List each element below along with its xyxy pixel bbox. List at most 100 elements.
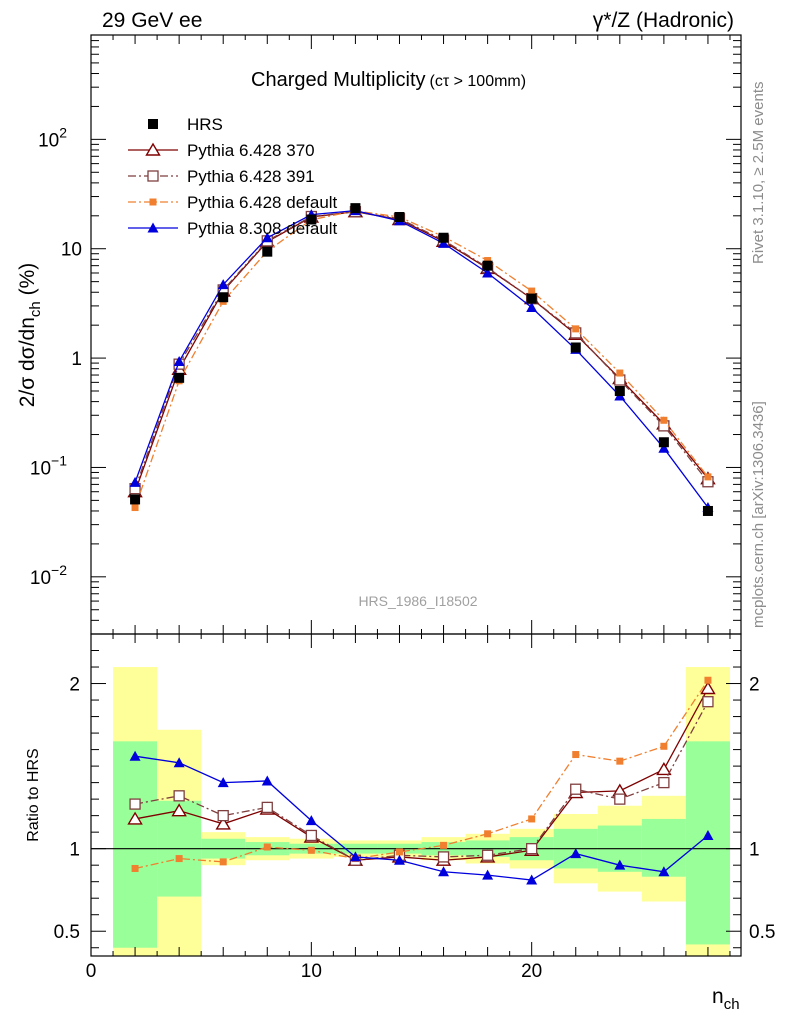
main-panel: 10−2 10−1 1 10 102 Charged Multiplicity (cτ > … xyxy=(16,34,742,635)
y-tick-label: 102 xyxy=(38,124,67,151)
ratio-series-pythia-6-428-default xyxy=(131,676,712,872)
stat-uncertainty-band xyxy=(685,741,730,945)
data-point xyxy=(171,803,187,817)
data-point xyxy=(484,257,492,265)
data-point xyxy=(395,848,403,856)
data-point xyxy=(261,775,273,786)
data-point xyxy=(261,232,273,243)
series-pythia-6-428-391 xyxy=(129,206,714,495)
series-line xyxy=(134,688,709,861)
header-process-label: γ*/Z (Hadronic) xyxy=(593,9,734,32)
ratio-frame xyxy=(90,633,742,957)
y-axis-label: 2/σ dσ/dnch (%) xyxy=(16,263,44,408)
stat-uncertainty-band xyxy=(113,741,158,948)
data-point xyxy=(127,811,143,825)
legend-marker xyxy=(149,198,157,206)
side-text-mcplots: mcplots.cern.ch [arXiv:1306.3436] xyxy=(750,401,767,628)
data-point xyxy=(218,292,229,303)
series-pythia-6-428-default xyxy=(131,207,712,512)
x-tick-label: 20 xyxy=(521,961,542,982)
y-tick-label: 1 xyxy=(69,840,80,861)
data-point xyxy=(526,874,538,885)
series-line xyxy=(134,211,709,492)
x-tick-label: 10 xyxy=(301,961,322,982)
data-point xyxy=(658,437,669,448)
data-point xyxy=(129,750,141,761)
series-pythia-6-428-370 xyxy=(127,204,716,498)
series-pythia-8-308-default xyxy=(129,205,714,513)
y-tick-label: 10 xyxy=(61,240,82,261)
data-point xyxy=(481,849,494,861)
data-point xyxy=(482,267,494,278)
ratio-series-pythia-8-308-default xyxy=(129,750,714,885)
data-point xyxy=(394,212,405,223)
data-point xyxy=(349,851,361,862)
data-point xyxy=(526,293,537,304)
data-point xyxy=(528,287,536,295)
data-point xyxy=(660,742,668,750)
data-point xyxy=(262,246,273,257)
ratio-y-axis-label: Ratio to HRS xyxy=(25,748,42,841)
data-point xyxy=(528,815,536,823)
data-point xyxy=(570,783,582,795)
legend: HRS Pythia 6.428 370 Pythia 6.428 391 Pythi… xyxy=(128,115,338,238)
legend-label: Pythia 6.428 370 xyxy=(187,141,315,160)
data-point xyxy=(438,232,449,243)
data-point xyxy=(484,830,492,838)
y-tick-label: 1 xyxy=(71,349,82,370)
data-point xyxy=(215,816,231,830)
series-line xyxy=(134,701,709,861)
data-point xyxy=(572,325,580,333)
data-point xyxy=(702,505,713,516)
data-point xyxy=(173,790,185,802)
data-point xyxy=(261,801,273,814)
data-point xyxy=(704,473,712,481)
data-point xyxy=(704,676,712,684)
data-point xyxy=(614,859,626,870)
data-point xyxy=(131,504,139,512)
series-line xyxy=(134,679,709,870)
series-hrs xyxy=(130,203,713,516)
main-y-ticks xyxy=(90,34,741,635)
data-point xyxy=(616,757,624,765)
data-point xyxy=(219,858,227,866)
data-point xyxy=(437,851,450,863)
data-point xyxy=(616,369,624,377)
legend-marker xyxy=(148,119,158,129)
data-point xyxy=(658,776,670,789)
legend-item: Pythia 6.428 370 xyxy=(128,141,315,160)
data-point xyxy=(572,751,580,759)
y-tick-label: 10−2 xyxy=(30,562,67,589)
series-line xyxy=(134,209,709,508)
legend-item: Pythia 6.428 default xyxy=(128,193,338,212)
series-line xyxy=(134,210,709,508)
data-point xyxy=(440,841,448,849)
data-point xyxy=(175,855,183,863)
data-point xyxy=(129,476,141,487)
data-point xyxy=(217,777,229,788)
data-point xyxy=(702,829,714,840)
y-tick-label-right: 1 xyxy=(749,840,760,861)
y-tick-label-right: 2 xyxy=(749,675,760,696)
data-point xyxy=(393,854,405,865)
series-line xyxy=(134,755,709,881)
y-tick-label: 2 xyxy=(69,675,80,696)
data-point xyxy=(307,846,315,854)
y-tick-label: 10−1 xyxy=(30,452,67,479)
data-point xyxy=(482,260,493,271)
data-point xyxy=(656,762,672,776)
x-tick-label: 0 xyxy=(86,961,97,982)
legend-label: HRS xyxy=(187,115,223,134)
legend-marker xyxy=(145,142,161,156)
chart-title: Charged Multiplicity (cτ > 100mm) xyxy=(251,69,526,91)
uncertainty-bands xyxy=(113,667,730,956)
data-point xyxy=(263,843,271,851)
data-point xyxy=(305,815,317,826)
data-point xyxy=(305,829,317,842)
x-axis-label: nch xyxy=(712,985,740,1013)
data-point xyxy=(658,866,670,877)
data-point xyxy=(217,809,229,822)
data-point xyxy=(438,237,450,248)
data-point xyxy=(217,279,229,290)
